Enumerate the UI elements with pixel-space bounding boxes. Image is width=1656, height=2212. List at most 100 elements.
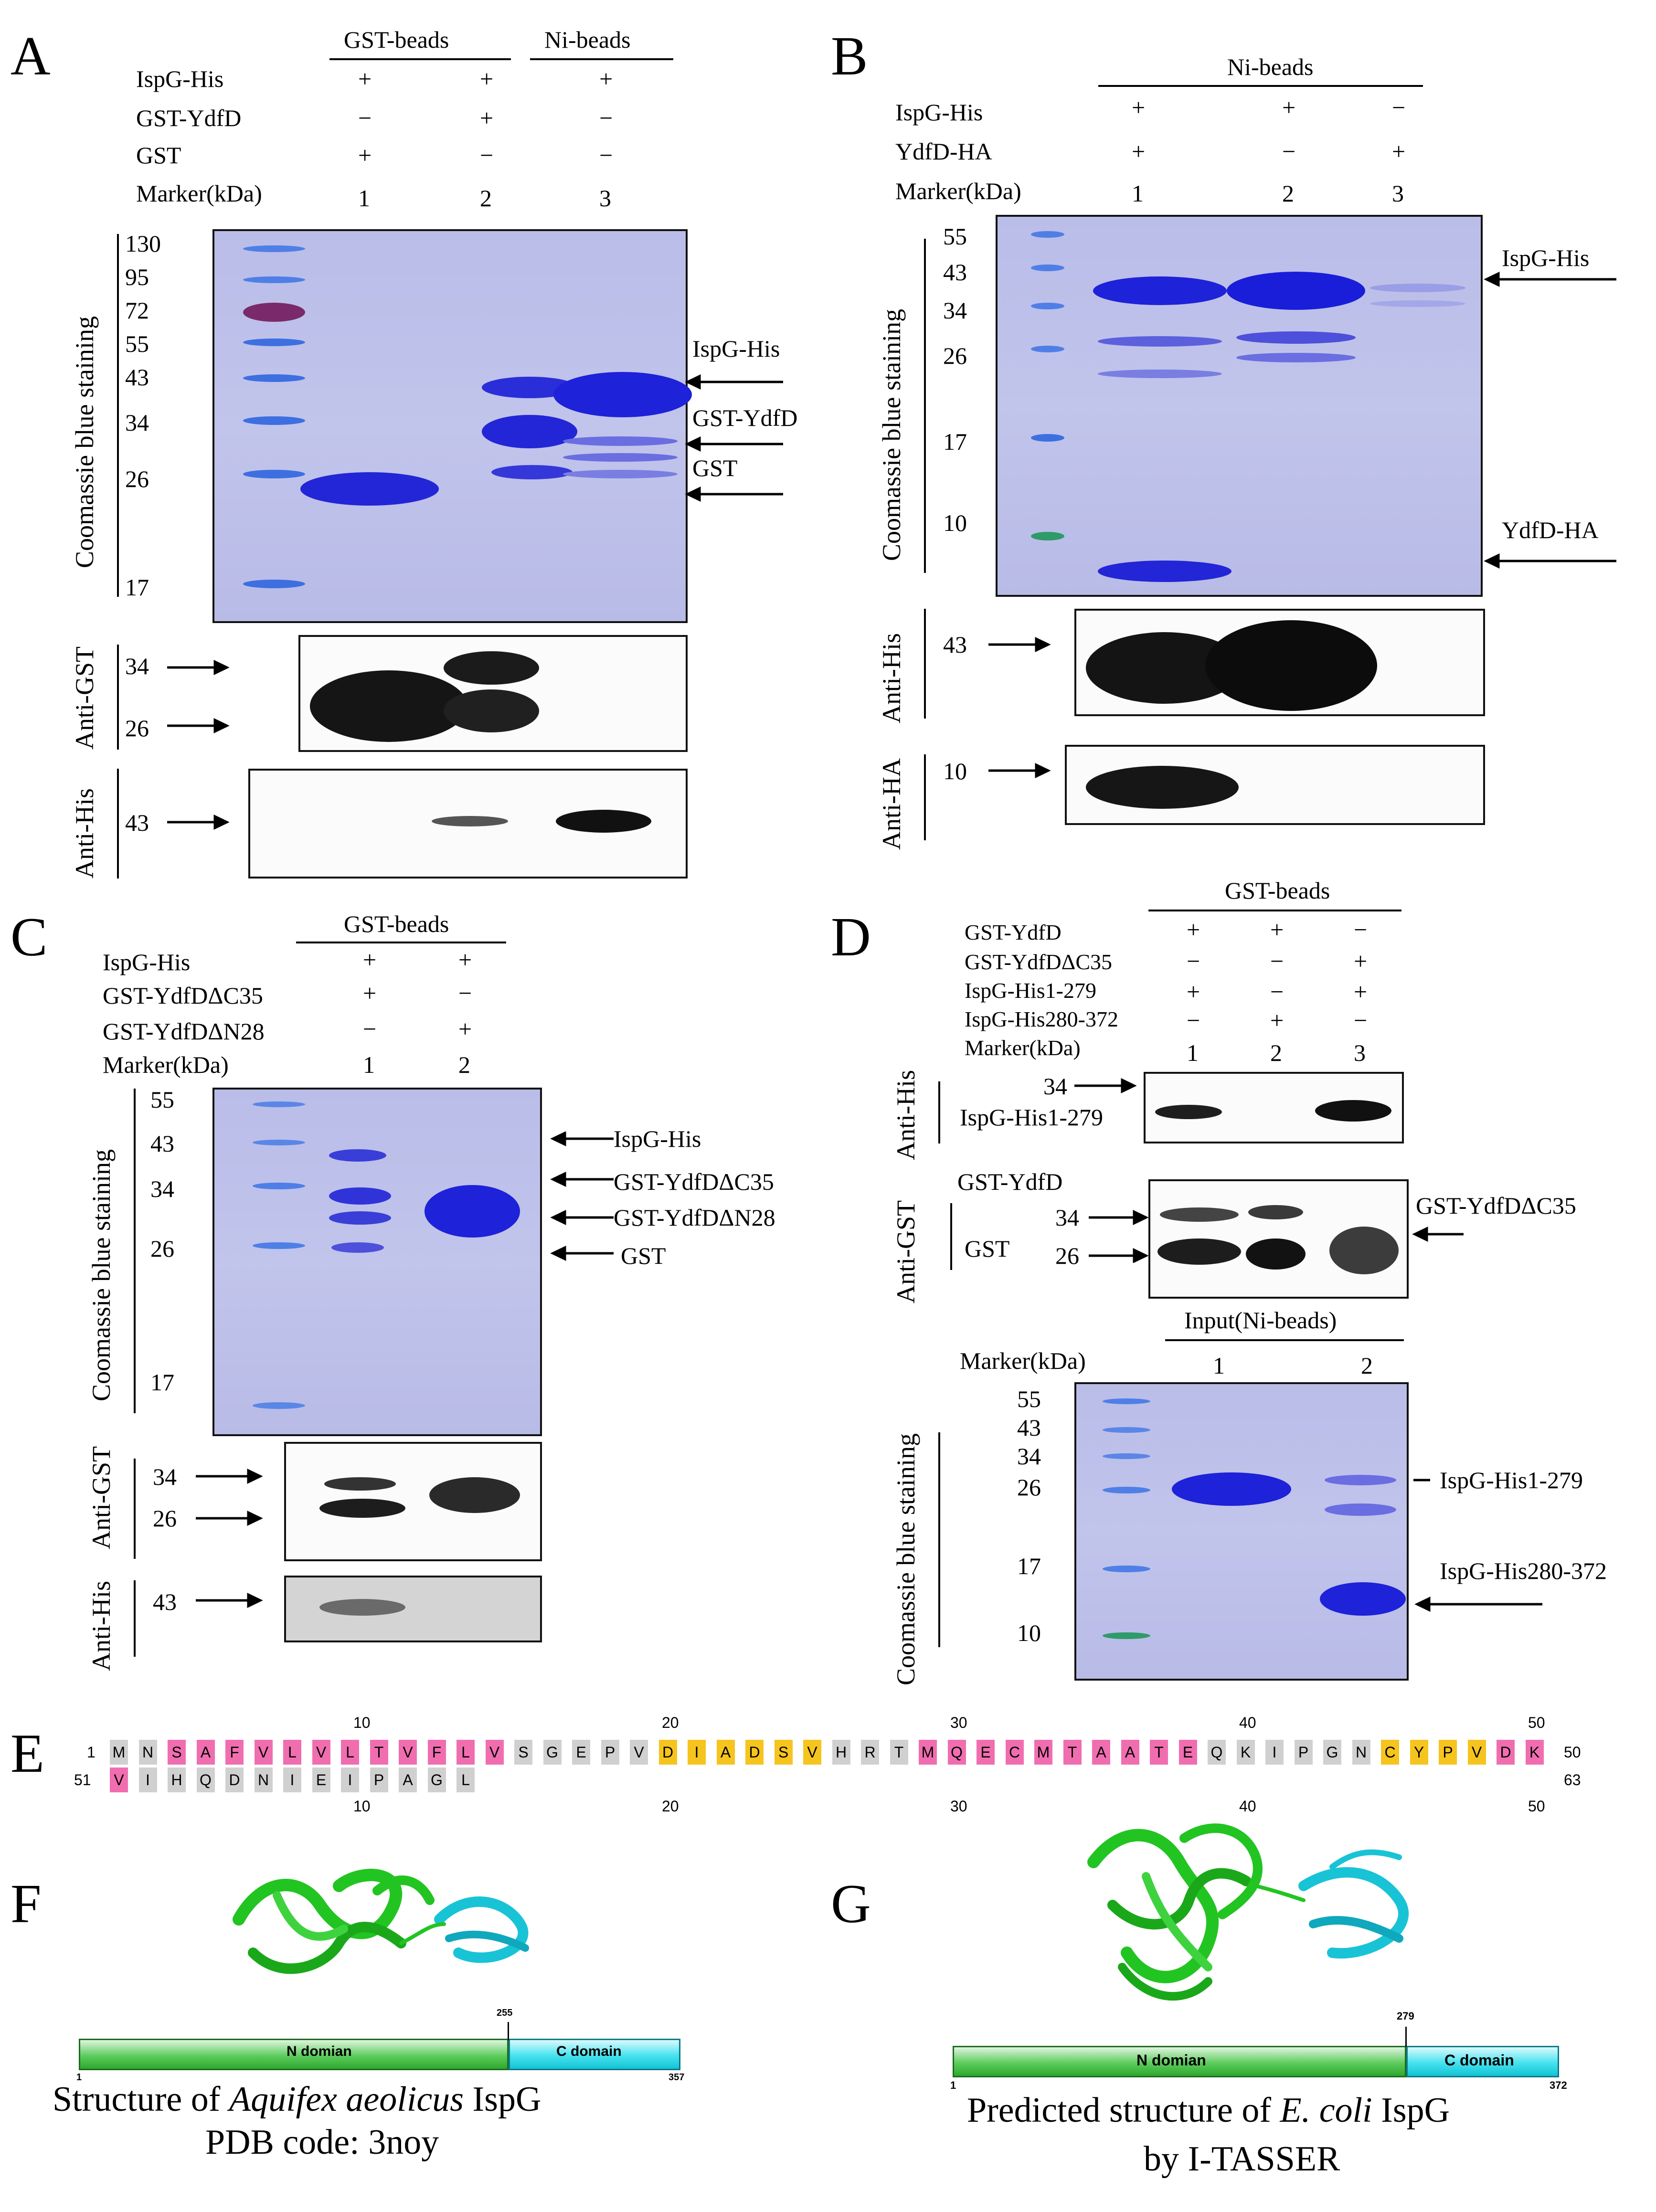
c-domain-label-g: C domain — [1444, 2052, 1514, 2069]
caption-line2-g: by I-TASSER — [1144, 2139, 1340, 2179]
residue-cell: G — [543, 1740, 562, 1765]
marker-kda: 43 — [125, 809, 149, 836]
lane-number: 1 — [1187, 1039, 1199, 1066]
marker-band — [243, 580, 305, 588]
group-underline — [1148, 910, 1401, 911]
protein-structure-f — [233, 1869, 529, 1974]
marker-arrows — [1089, 1210, 1149, 1263]
residue-cell: H — [832, 1740, 850, 1765]
split-tick-f — [508, 2022, 509, 2040]
marker-kda: 10 — [1017, 1619, 1041, 1646]
marker-kda: 55 — [125, 330, 149, 357]
row-start: 1 — [87, 1744, 96, 1761]
blot-bracket — [117, 769, 119, 878]
residue-cell: E — [312, 1767, 330, 1792]
residue-cell: P — [601, 1740, 619, 1765]
band-label: GST — [621, 1242, 666, 1269]
blot-band — [432, 816, 508, 826]
residue-cell: G — [427, 1767, 446, 1792]
band-arrows — [550, 1132, 614, 1261]
domain-start-f: 1 — [76, 2072, 82, 2083]
lane-number: 1 — [358, 185, 370, 212]
blot-label: Anti-His — [70, 788, 99, 878]
lane-number: 2 — [480, 185, 492, 212]
marker-band — [253, 1402, 305, 1409]
marker-kda: 43 — [943, 259, 967, 286]
band-label: GST-YdfDΔC35 — [614, 1168, 774, 1195]
band-arrows — [1413, 1479, 1542, 1612]
row-name: GST-YdfDΔC35 — [103, 982, 263, 1009]
ispg-band — [553, 372, 692, 417]
marker-kda: 26 — [125, 466, 149, 492]
band-label: GST-YdfDΔN28 — [614, 1204, 775, 1231]
marker-kda: 34 — [1017, 1443, 1041, 1470]
panel-label-g: G — [831, 1873, 871, 1935]
residue-cell: S — [514, 1740, 532, 1765]
row-name: GST-YdfD — [136, 105, 242, 131]
row-name: GST-YdfDΔC35 — [965, 950, 1113, 974]
marker-kda: 26 — [125, 715, 149, 741]
marker-kda: 17 — [150, 1369, 174, 1396]
blot-bracket — [117, 645, 119, 750]
blot-band — [429, 1477, 520, 1513]
residue-cell: L — [283, 1740, 301, 1765]
caption-text: IspG — [1372, 2091, 1450, 2130]
minor-band — [1236, 331, 1356, 344]
sign: − — [1270, 948, 1284, 974]
residue-cell: C — [1381, 1740, 1399, 1765]
group-gst-beads: GST-beads — [344, 910, 449, 937]
marker-arrow — [167, 815, 229, 830]
caption-g: Predicted structure of E. coli IspG — [967, 2090, 1450, 2131]
coomassie-gel-c — [212, 1088, 542, 1436]
caption-line2-f: PDB code: 3noy — [205, 2123, 439, 2162]
anti-gst-blot-d — [1148, 1179, 1409, 1299]
lane-number: 1 — [363, 1051, 375, 1078]
ruler-tick: 30 — [950, 1798, 967, 1815]
panel-label-c: C — [11, 907, 48, 968]
sign: − — [1354, 1007, 1368, 1034]
input-marker-title: Marker(kDa) — [960, 1347, 1086, 1374]
blot-band — [1248, 1205, 1303, 1219]
minor-band — [329, 1211, 391, 1225]
ispg-band — [329, 1149, 386, 1162]
lane-number: 2 — [1270, 1039, 1282, 1066]
panel-label-a: A — [11, 26, 51, 87]
marker-band — [243, 303, 305, 322]
row-name: GST-YdfD — [965, 920, 1062, 944]
ruler-tick: 40 — [1239, 1714, 1256, 1731]
marker-band — [243, 374, 305, 382]
marker-arrow — [1074, 1078, 1136, 1093]
stain-bracket — [938, 1432, 940, 1647]
marker-kda: 95 — [125, 264, 149, 290]
residue-cell: V — [630, 1740, 648, 1765]
marker-band — [243, 245, 305, 252]
residue-cell: M — [919, 1740, 937, 1765]
minor-band — [1325, 1503, 1396, 1516]
blot-band — [1157, 1238, 1241, 1265]
blot-label: Anti-HA — [877, 758, 906, 850]
c-domain-bar-g — [1406, 2046, 1559, 2077]
blot-band — [1329, 1227, 1399, 1274]
ispg-his280-372-band — [1320, 1582, 1406, 1616]
lane-number: 3 — [1354, 1039, 1366, 1066]
domain-start-g: 1 — [950, 2079, 956, 2091]
marker-kda: 34 — [1055, 1204, 1079, 1231]
blot-bracket — [924, 609, 926, 719]
marker-band — [1103, 1487, 1150, 1493]
row-end: 63 — [1564, 1771, 1581, 1789]
residue-cell: A — [399, 1767, 417, 1792]
stain-bracket — [117, 234, 119, 597]
residue-cell: A — [716, 1740, 735, 1765]
ruler-tick: 10 — [353, 1798, 371, 1815]
blot-bracket — [938, 1081, 940, 1143]
residue-cell: A — [196, 1740, 215, 1765]
sign: + — [1132, 94, 1146, 121]
residue-cell: V — [312, 1740, 330, 1765]
marker-band — [253, 1101, 305, 1107]
row-name: YdfD-HA — [895, 138, 992, 165]
marker-kda: 10 — [943, 509, 967, 536]
group-underline — [1165, 1339, 1404, 1341]
ruler-tick: 20 — [662, 1798, 679, 1815]
band-label-ydfd-ha: YdfD-HA — [1502, 517, 1599, 543]
band-label: IspG-His1-279 — [1440, 1467, 1583, 1493]
